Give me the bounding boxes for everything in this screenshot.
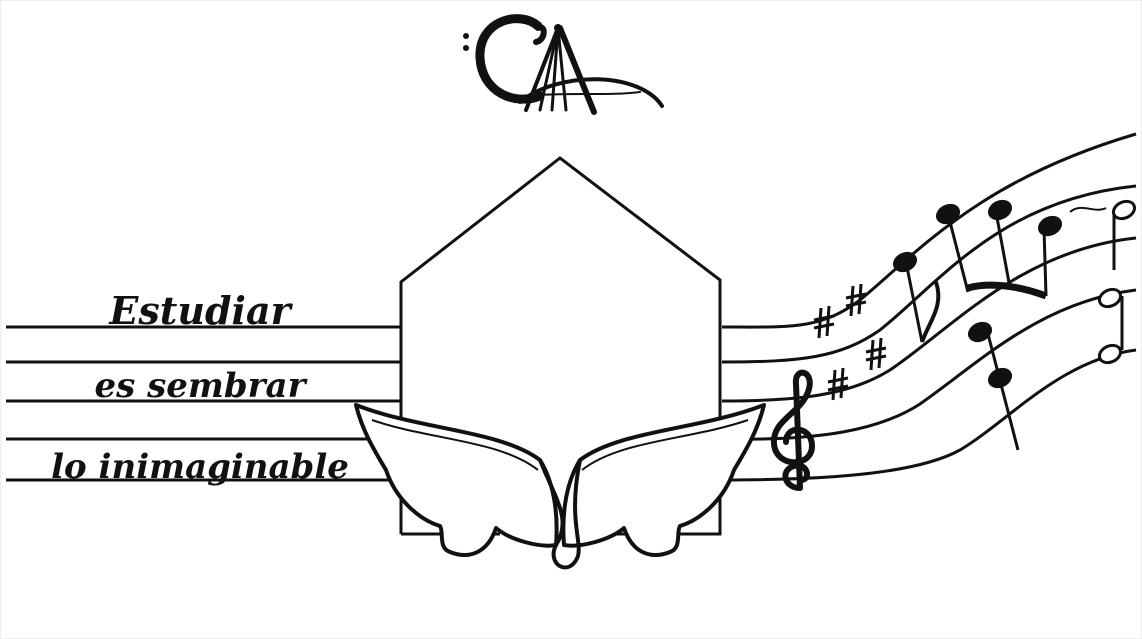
motto-line-1: Estudiar [108,288,293,333]
left-staff [6,325,400,482]
treble-clef-icon [770,369,816,491]
motto-line-3: lo inimaginable [51,447,349,487]
logo-ca-icon [463,14,664,115]
angel-wings-icon [354,403,766,570]
music-notes-icon [892,199,1137,451]
motto-line-2: es sembrar [95,366,308,406]
sharp-signs-icon [813,283,887,401]
